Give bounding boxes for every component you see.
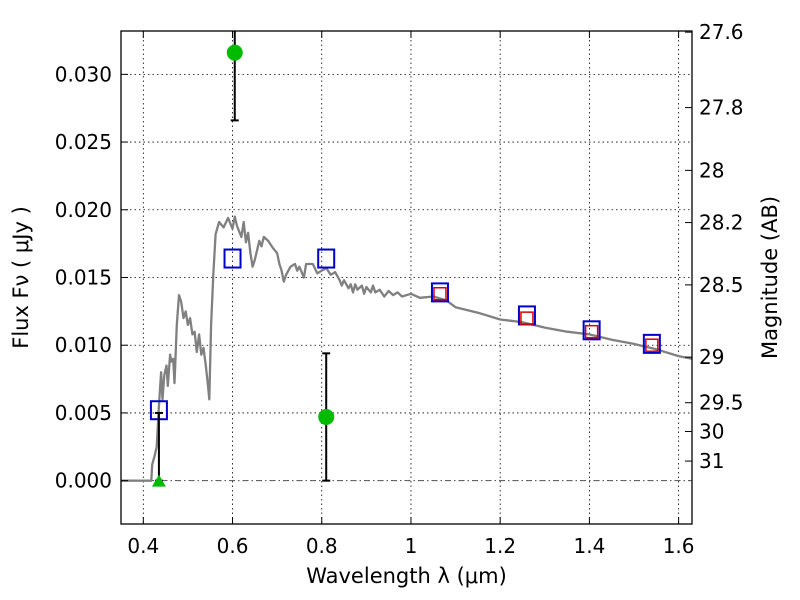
upper-limit-marker	[151, 474, 166, 487]
series-small-square-markers	[433, 287, 659, 352]
mag-tick-label: 31	[699, 449, 724, 473]
detection-marker	[226, 44, 243, 61]
mag-tick-label: 28.2	[699, 211, 744, 235]
mag-tick-label: 27.8	[699, 96, 744, 120]
mag-tick-label: 28.5	[699, 273, 744, 297]
mag-tick-label: 29.5	[699, 391, 744, 415]
y2-axis-label: Magnitude (AB)	[758, 196, 782, 359]
x-tick-label: 1.6	[663, 534, 695, 558]
x-tick-label: 1.4	[573, 534, 605, 558]
model-flux-marker	[520, 311, 534, 325]
plot-area	[121, 31, 693, 487]
model-spectrum-line	[121, 215, 693, 482]
x-tick-label: 1	[405, 534, 418, 558]
y-tick-label: 0.020	[55, 198, 112, 222]
y-tick-label: 0.025	[55, 130, 112, 154]
model-flux-marker	[584, 324, 599, 339]
observed-flux-marker	[430, 282, 449, 303]
series-square-markers	[149, 248, 661, 421]
y-tick-label: 0.015	[55, 266, 112, 290]
observed-flux-marker	[317, 248, 336, 269]
model-flux-marker	[645, 338, 659, 352]
x-tick-label: 1.2	[484, 534, 516, 558]
axis-ticks	[121, 31, 692, 524]
series-model-spectrum	[121, 215, 693, 482]
y-tick-label: 0.000	[55, 469, 112, 493]
y-tick-label: 0.005	[55, 401, 112, 425]
mag-tick-label: 28	[699, 158, 724, 182]
series-triangle-markers	[151, 411, 166, 487]
y-tick-label: 0.030	[55, 62, 112, 86]
observed-flux-marker	[642, 333, 661, 354]
x-tick-label: 0.6	[217, 534, 249, 558]
observed-flux-marker	[582, 320, 601, 341]
x-axis-label: Wavelength λ (μm)	[306, 564, 507, 588]
grid-lines	[121, 31, 692, 524]
tick-labels: 0.4 0.6 0.8 1 1.2 1.4 1.6 0.000 0.005 0.010 0.015 0…	[55, 20, 744, 558]
x-tick-label: 0.8	[306, 534, 338, 558]
observed-flux-marker	[223, 248, 242, 269]
model-flux-marker	[433, 287, 447, 301]
y-axis-label: Flux Fν ( μJy )	[9, 206, 33, 349]
mag-tick-label: 29	[699, 345, 724, 369]
series-circle-markers	[226, 31, 335, 482]
y-tick-label: 0.010	[55, 333, 112, 357]
detection-marker	[318, 409, 335, 426]
x-tick-label: 0.4	[127, 534, 159, 558]
mag-tick-label: 30	[699, 419, 724, 443]
mag-tick-label: 27.6	[699, 20, 744, 44]
